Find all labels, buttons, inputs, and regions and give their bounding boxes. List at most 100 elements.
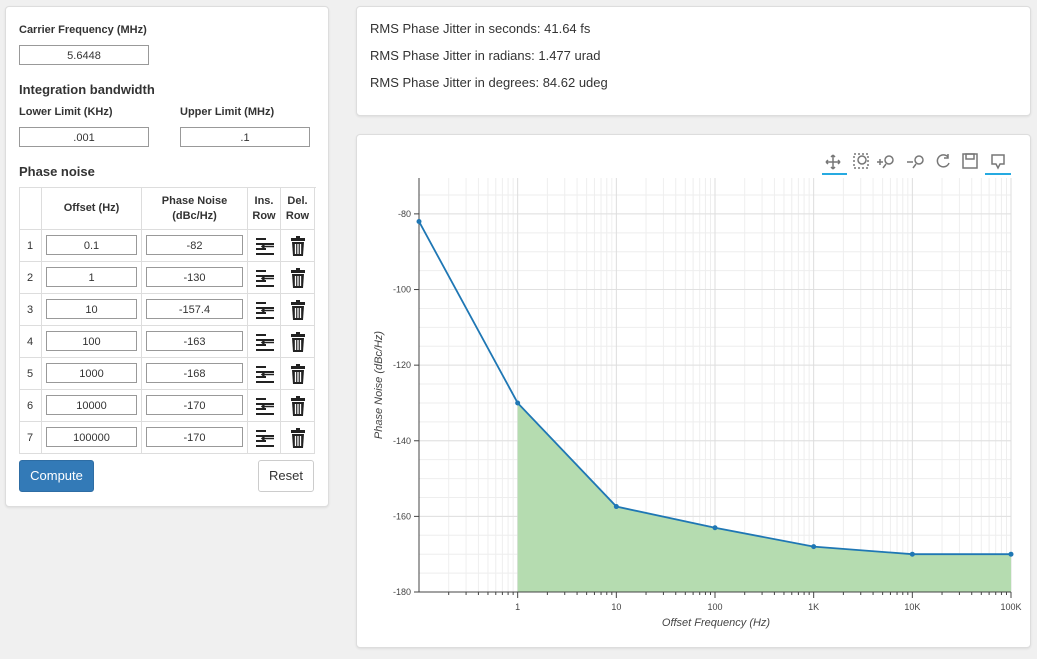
delete-row-button[interactable] (287, 427, 309, 449)
x-tick-label: 10K (904, 602, 920, 612)
hover-tool[interactable] (991, 154, 1005, 170)
insert-row-button[interactable] (254, 331, 276, 353)
table-cell (248, 230, 281, 262)
insert-row-button[interactable] (254, 299, 276, 321)
insert-row-button[interactable] (254, 395, 276, 417)
header-cell: Phase Noise (dBc/Hz) (142, 188, 248, 230)
integration-area (517, 402, 1011, 592)
zoom-out-tool[interactable] (907, 155, 924, 169)
insert-row-button[interactable] (254, 267, 276, 289)
phase-noise-input[interactable]: -168 (146, 363, 243, 383)
insert-row-button[interactable] (254, 363, 276, 385)
offset-input[interactable]: 100 (46, 331, 137, 351)
table-cell (248, 390, 281, 422)
delete-row-button[interactable] (287, 363, 309, 385)
row-index: 6 (20, 390, 42, 422)
x-tick-label: 10 (611, 602, 621, 612)
toolbar (822, 153, 1011, 175)
phase-noise-input[interactable]: -157.4 (146, 299, 243, 319)
table-cell (281, 262, 315, 294)
carrier-label: Carrier Frequency (MHz) (19, 24, 147, 36)
reset-tool[interactable] (936, 154, 950, 168)
delete-row-button[interactable] (287, 331, 309, 353)
results-panel: RMS Phase Jitter in seconds: 41.64 fs RM… (356, 6, 1031, 116)
row-index: 5 (20, 358, 42, 390)
offset-input[interactable]: 0.1 (46, 235, 137, 255)
delete-row-button[interactable] (287, 235, 309, 257)
data-point (1008, 551, 1014, 557)
table-cell: 1 (42, 262, 142, 294)
phase-noise-table: Offset (Hz) Phase Noise (dBc/Hz) Ins. Row D… (19, 187, 316, 454)
table-cell: -130 (142, 262, 248, 294)
offset-input[interactable]: 10000 (46, 395, 137, 415)
table-cell: -157.4 (142, 294, 248, 326)
carrier-input[interactable]: 5.6448 (19, 45, 149, 65)
y-tick-label: -100 (393, 285, 411, 295)
lower-input[interactable]: .001 (19, 127, 149, 147)
box-zoom-tool[interactable] (853, 153, 869, 169)
offset-input[interactable]: 10 (46, 299, 137, 319)
delete-row-button[interactable] (287, 299, 309, 321)
row-index: 2 (20, 262, 42, 294)
table-cell (281, 422, 315, 454)
save-tool[interactable] (962, 153, 978, 169)
phase-noise-input[interactable]: -130 (146, 267, 243, 287)
chart: Offset Frequency (Hz) Phase Noise (dBc/H… (373, 153, 1022, 629)
upper-label: Upper Limit (MHz) (180, 106, 275, 118)
y-axis-label: Phase Noise (dBc/Hz) (373, 331, 385, 440)
header-cell: Del. Row (281, 188, 315, 230)
insert-row-button[interactable] (254, 427, 276, 449)
data-point (416, 218, 422, 224)
offset-input[interactable]: 1 (46, 267, 137, 287)
table-cell (281, 326, 315, 358)
table-cell (248, 422, 281, 454)
table-cell: -170 (142, 422, 248, 454)
table-cell (281, 230, 315, 262)
table-cell: -168 (142, 358, 248, 390)
table-cell: -170 (142, 390, 248, 422)
zoom-in-tool[interactable] (877, 155, 894, 169)
x-tick-label: 1 (515, 602, 520, 612)
offset-input[interactable]: 1000 (46, 363, 137, 383)
reset-button[interactable]: Reset (258, 460, 314, 492)
table-cell (281, 358, 315, 390)
row-index: 3 (20, 294, 42, 326)
upper-input[interactable]: .1 (180, 127, 310, 147)
x-tick-label: 100 (707, 602, 722, 612)
table-cell (248, 294, 281, 326)
y-tick-label: -160 (393, 511, 411, 521)
table-cell (248, 358, 281, 390)
pan-tool[interactable] (825, 154, 841, 170)
result-degrees: RMS Phase Jitter in degrees: 84.62 udeg (370, 75, 608, 90)
row-index: 7 (20, 422, 42, 454)
table-cell: 10000 (42, 390, 142, 422)
table-cell: 100000 (42, 422, 142, 454)
lower-label: Lower Limit (KHz) (19, 106, 113, 118)
data-point (515, 400, 521, 406)
phase-noise-input[interactable]: -170 (146, 395, 243, 415)
x-tick-label: 100K (1000, 602, 1021, 612)
table-cell: 100 (42, 326, 142, 358)
compute-button[interactable]: Compute (19, 460, 94, 492)
x-axis-label: Offset Frequency (Hz) (662, 617, 771, 629)
insert-row-button[interactable] (254, 235, 276, 257)
x-tick-label: 1K (808, 602, 819, 612)
row-index: 1 (20, 230, 42, 262)
phase-noise-input[interactable]: -82 (146, 235, 243, 255)
delete-row-button[interactable] (287, 395, 309, 417)
phase-noise-heading: Phase noise (19, 164, 95, 179)
header-cell: Offset (Hz) (42, 188, 142, 230)
table-cell: -163 (142, 326, 248, 358)
delete-row-button[interactable] (287, 267, 309, 289)
phase-noise-input[interactable]: -163 (146, 331, 243, 351)
header-cell: Ins. Row (248, 188, 281, 230)
data-point (811, 544, 817, 550)
table-cell: 10 (42, 294, 142, 326)
table-cell (281, 390, 315, 422)
phase-noise-input[interactable]: -170 (146, 427, 243, 447)
y-tick-label: -80 (398, 209, 411, 219)
table-cell (248, 262, 281, 294)
offset-input[interactable]: 100000 (46, 427, 137, 447)
table-cell: 0.1 (42, 230, 142, 262)
header-cell (20, 188, 42, 230)
